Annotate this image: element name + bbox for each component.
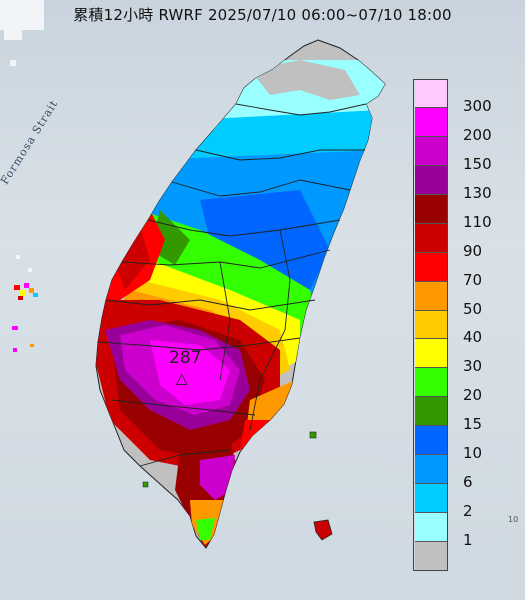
legend-swatch: [415, 165, 448, 195]
legend-item: 90: [413, 223, 518, 260]
legend-swatch: [415, 252, 448, 282]
legend-item: 300: [413, 79, 518, 115]
peak-rainfall-value: 287: [169, 348, 202, 368]
legend-swatch: [415, 79, 448, 108]
legend-swatch: [415, 542, 448, 571]
legend-item: 130: [413, 165, 518, 202]
legend-swatch: [415, 426, 448, 456]
liuqiu-island: [142, 481, 149, 488]
green-island: [309, 431, 317, 439]
legend-label: 20: [463, 386, 483, 405]
rainfall-fields: [96, 60, 385, 548]
legend-item: 110: [413, 194, 518, 231]
legend-swatch: [415, 107, 448, 137]
legend-item: 10: [413, 426, 518, 462]
edge-tick-label: 10: [508, 515, 519, 524]
legend-swatch: [415, 484, 448, 514]
legend-label: 150: [463, 154, 492, 173]
county-boundaries: [97, 103, 367, 467]
penghu-islands: [12, 283, 38, 352]
legend-swatch: [415, 368, 448, 398]
orchid-island: [313, 519, 333, 541]
legend-swatch: [415, 397, 448, 427]
legend-item: 15: [413, 397, 518, 433]
legend-item: [413, 542, 518, 571]
legend-label: 40: [463, 328, 483, 347]
legend-label: 15: [463, 415, 483, 434]
legend-label: 90: [463, 241, 483, 260]
legend-item: 1: [413, 513, 518, 549]
legend-label: 30: [463, 357, 483, 376]
legend-swatch: [415, 455, 448, 485]
legend-item: 150: [413, 136, 518, 173]
legend-item: 70: [413, 252, 518, 289]
legend-item: 6: [413, 455, 518, 491]
rainfall-legend: 300 200 150 130 110 90 70 50 40 30 20 15 10 6 2 1: [413, 79, 518, 571]
legend-swatch: [415, 513, 448, 543]
legend-label: 70: [463, 270, 483, 289]
legend-label: 110: [463, 212, 492, 231]
legend-label: 300: [463, 96, 492, 115]
legend-swatch: [415, 339, 448, 369]
legend-item: 50: [413, 281, 518, 318]
legend-label: 10: [463, 444, 483, 463]
legend-item: 30: [413, 339, 518, 375]
peak-triangle-icon: △: [176, 369, 188, 387]
legend-swatch: [415, 223, 448, 253]
legend-swatch: [415, 281, 448, 311]
legend-label: 2: [463, 502, 473, 521]
legend-label: 1: [463, 531, 473, 550]
legend-label: 130: [463, 183, 492, 202]
legend-item: 20: [413, 368, 518, 404]
legend-swatch: [415, 136, 448, 166]
legend-swatch: [415, 310, 448, 340]
legend-label: 50: [463, 299, 483, 318]
legend-item: 40: [413, 310, 518, 346]
map-title: 累積12小時 RWRF 2025/07/10 06:00~07/10 18:00: [73, 6, 452, 24]
cloud-speckles: [0, 0, 44, 272]
legend-swatch: [415, 194, 448, 224]
legend-item: 200: [413, 107, 518, 144]
legend-item: 2: [413, 484, 518, 520]
legend-label: 200: [463, 125, 492, 144]
legend-label: 6: [463, 473, 473, 492]
